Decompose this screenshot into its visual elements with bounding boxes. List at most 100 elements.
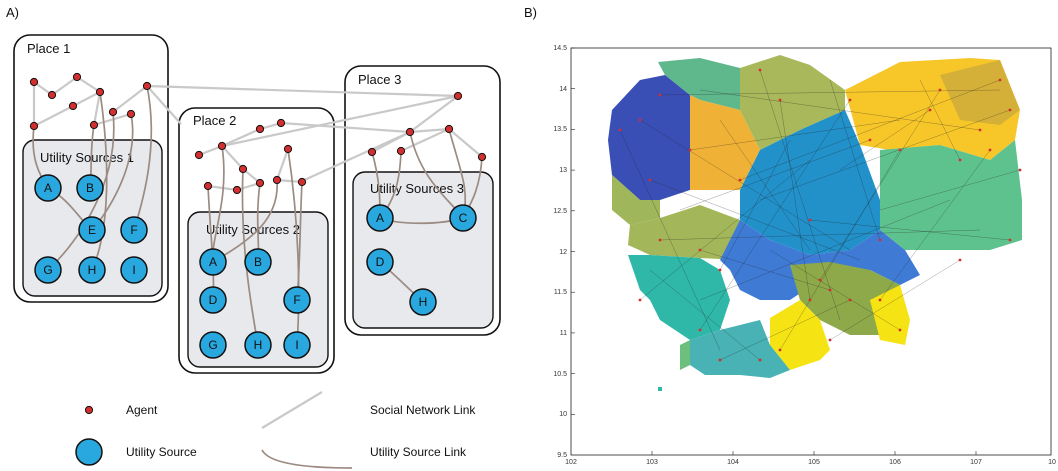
map-point (898, 148, 902, 152)
region (680, 340, 690, 370)
region (940, 60, 1020, 125)
map-point (1008, 238, 1012, 242)
agent-dot (283, 144, 293, 154)
svg-text:A: A (44, 181, 52, 195)
x-tick-label: 107 (970, 459, 982, 466)
agent-dot (203, 181, 213, 191)
agent-dot (29, 77, 39, 87)
agent-dot (367, 147, 377, 157)
legend-utility-icon (75, 438, 103, 466)
agent-dot (396, 146, 406, 156)
legend-utility-link-label: Utility Source Link (370, 445, 467, 459)
map-point (978, 128, 982, 132)
map-point (658, 93, 662, 97)
svg-text:I: I (295, 338, 298, 352)
svg-text:B: B (86, 181, 94, 195)
utility-sources-3-title: Utility Sources 3 (370, 181, 464, 196)
utility-node-i: I (120, 256, 148, 284)
utility-node-i: I (283, 331, 311, 359)
utility-node-e: E (78, 216, 106, 244)
x-tick-label: 104 (727, 459, 739, 466)
map-point (938, 88, 942, 92)
map-point (1008, 108, 1012, 112)
utility-node-h: H (244, 331, 272, 359)
agent-dot (477, 152, 487, 162)
map-point (928, 108, 932, 112)
utility-nodes-place-1: A B E F G H I (34, 174, 148, 284)
y-tick-label: 13 (559, 167, 567, 174)
legend-agent-label: Agent (126, 403, 158, 417)
place-3-title: Place 3 (358, 72, 401, 87)
region (740, 55, 845, 150)
y-tick-label: 14.5 (553, 45, 567, 52)
map-x-tick-labels: 102 103 104 105 106 107 10 (565, 459, 1056, 466)
map-point (698, 248, 702, 252)
svg-text:F: F (130, 223, 137, 237)
map-agent-points (618, 68, 1022, 362)
utility-nodes-place-3: A C D H (366, 204, 477, 316)
agent-dot (255, 178, 265, 188)
map-point (718, 358, 722, 362)
y-tick-label: 11.5 (554, 289, 567, 296)
utility-node-a: A (34, 174, 62, 202)
utility-node-f: F (120, 216, 148, 244)
svg-text:E: E (88, 223, 96, 237)
agent-dot (126, 109, 136, 119)
map-network-lines (619, 69, 1021, 361)
utility-nodes-place-2: A B D F G H I (199, 248, 311, 359)
map-point (958, 158, 962, 162)
map-point (638, 298, 642, 302)
map-regions (608, 55, 1022, 378)
utility-node-a: A (366, 204, 394, 232)
region (790, 262, 900, 335)
svg-text:C: C (459, 211, 468, 225)
agent-dot (95, 87, 105, 97)
map-x-ticks (651, 451, 977, 455)
svg-text:H: H (88, 263, 97, 277)
utility-node-d: D (366, 248, 394, 276)
map-plot: 14.5 14 13.5 13 12.5 12 11.5 11 10.5 10 … (553, 45, 1056, 466)
agent-dot (297, 177, 307, 187)
map-point (828, 288, 832, 292)
panel-b-label: B) (524, 5, 537, 20)
legend-social-link-label: Social Network Link (370, 403, 476, 417)
region (690, 95, 760, 190)
x-tick-label: 103 (646, 459, 658, 466)
utility-node-g: G (34, 256, 62, 284)
legend-utility-link-icon (261, 449, 353, 469)
y-tick-label: 10 (559, 411, 567, 418)
agent-dot (272, 175, 282, 185)
map-point (898, 328, 902, 332)
utility-node-d: D (199, 286, 227, 314)
utility-sources-1-title: Utility Sources 1 (40, 150, 134, 165)
svg-text:B: B (254, 255, 262, 269)
utility-node-b: B (244, 248, 272, 276)
map-point (758, 68, 762, 72)
region (740, 110, 880, 255)
social-links (32, 76, 483, 192)
utility-node-h: H (409, 288, 437, 316)
legend-social-link-icon (261, 391, 323, 429)
y-tick-label: 11 (560, 330, 567, 337)
legend: Agent Utility Source Social Network Link… (75, 391, 476, 469)
agent-dot (89, 120, 99, 130)
region (612, 175, 660, 225)
y-tick-label: 10.5 (553, 371, 567, 378)
agent-dot (276, 118, 286, 128)
map-point (698, 328, 702, 332)
utility-node-b: B (76, 174, 104, 202)
region (690, 320, 790, 378)
map-point (998, 78, 1002, 82)
y-tick-label: 12.5 (553, 208, 567, 215)
map-point (738, 178, 742, 182)
y-tick-label: 12 (559, 249, 567, 256)
panel-a-label: A) (6, 5, 19, 20)
x-tick-label: 105 (808, 459, 820, 466)
agent-dot (255, 124, 265, 134)
map-point (848, 98, 852, 102)
svg-text:F: F (293, 293, 300, 307)
svg-text:H: H (254, 338, 263, 352)
region (880, 140, 1022, 250)
region (628, 205, 740, 260)
map-point (818, 278, 822, 282)
